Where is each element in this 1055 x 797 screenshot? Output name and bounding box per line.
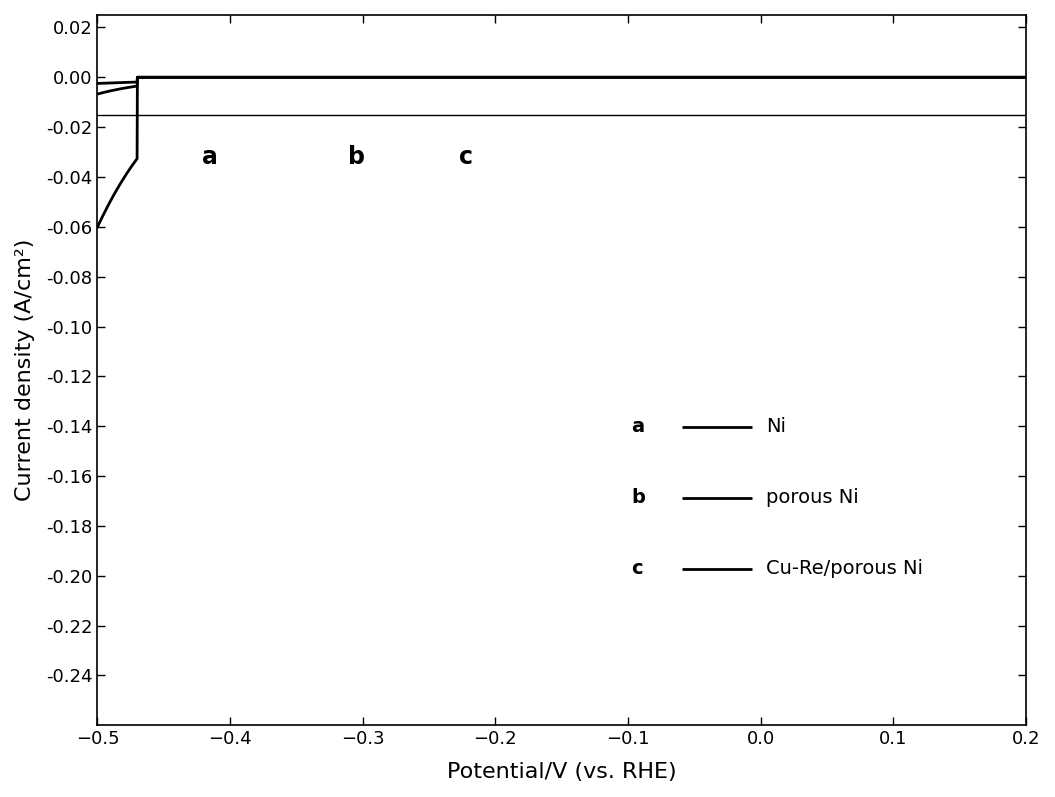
Text: Ni: Ni — [766, 418, 786, 437]
X-axis label: Potential/V (vs. RHE): Potential/V (vs. RHE) — [447, 762, 676, 782]
Y-axis label: Current density (A/cm²): Current density (A/cm²) — [15, 239, 35, 501]
Text: b: b — [347, 145, 365, 169]
Text: a: a — [631, 418, 645, 437]
Text: Cu-Re/porous Ni: Cu-Re/porous Ni — [766, 559, 923, 579]
Text: b: b — [631, 489, 645, 508]
Text: porous Ni: porous Ni — [766, 489, 859, 508]
Text: c: c — [631, 559, 642, 579]
Text: a: a — [203, 145, 218, 169]
Text: c: c — [459, 145, 473, 169]
